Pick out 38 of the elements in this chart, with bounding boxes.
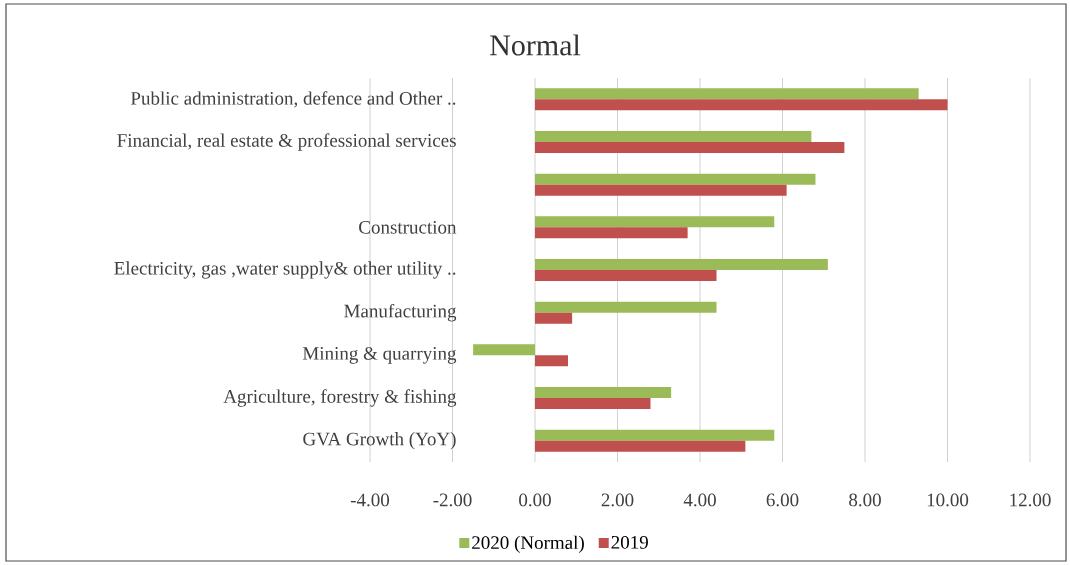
- y-tick-label: GVA Growth (YoY): [303, 432, 456, 450]
- bar: [535, 398, 651, 409]
- bar: [535, 387, 672, 398]
- y-tick-label: Public administration, defence and Other ..: [130, 91, 456, 108]
- bar: [535, 184, 787, 196]
- bar: [535, 312, 573, 324]
- x-tick-label: 8.00: [849, 493, 881, 507]
- x-tick-label: 2.00: [601, 493, 634, 507]
- bar: [535, 131, 812, 142]
- bar: [535, 355, 568, 367]
- x-tick-label: 12.00: [1010, 493, 1051, 507]
- y-tick-label: Agriculture, forestry & fishing: [223, 389, 457, 407]
- chart-title: Normal: [490, 34, 581, 56]
- bar: [535, 429, 775, 441]
- bar: [535, 259, 828, 270]
- y-tick-label: Financial, real estate & professional services: [117, 133, 456, 151]
- bar: [535, 173, 816, 185]
- bar: [473, 344, 535, 356]
- x-tick-label: 0.00: [519, 493, 551, 507]
- bar: [535, 142, 845, 153]
- x-tick-label: 10.00: [927, 493, 969, 507]
- bar: [535, 227, 688, 239]
- legend-label: 2020 (Normal): [472, 535, 584, 553]
- y-tick-label: Manufacturing: [344, 303, 457, 322]
- x-tick-label: 6.00: [766, 493, 799, 507]
- bar: [535, 440, 746, 452]
- bar: [535, 270, 717, 281]
- bar: [535, 88, 919, 100]
- bar: [535, 99, 948, 111]
- x-tick-label: -2.00: [433, 493, 472, 507]
- bar: [535, 216, 775, 228]
- y-tick-label: Construction: [359, 220, 457, 234]
- x-tick-label: 4.00: [683, 493, 716, 507]
- y-tick-label: Mining & quarrying: [302, 346, 457, 364]
- x-tick-label: -4.00: [350, 493, 390, 507]
- y-tick-label: Electricity, gas ,water supply& other utility ..: [114, 261, 456, 279]
- bar: [535, 301, 717, 313]
- legend-label: 2019: [611, 535, 648, 549]
